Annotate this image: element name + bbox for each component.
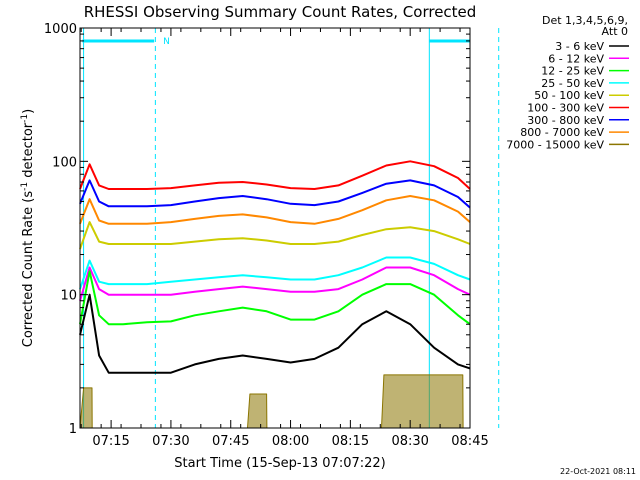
y-axis-label: Corrected Count Rate (s-1 detector-1) bbox=[20, 109, 36, 347]
x-axis-label: Start Time (15-Sep-13 07:07:22) bbox=[174, 456, 385, 471]
legend-label-2: 12 - 25 keV bbox=[541, 65, 604, 78]
x-tick-label-3: 08:00 bbox=[272, 434, 309, 449]
y-tick-label-0: 1 bbox=[69, 422, 77, 437]
y-tick-label-1: 10 bbox=[60, 289, 77, 304]
series-line-8 bbox=[79, 374, 464, 429]
series-line-1 bbox=[79, 266, 471, 302]
y-tick-label-3: 1000 bbox=[44, 22, 77, 37]
x-tick-label-5: 08:30 bbox=[391, 434, 428, 449]
legend-label-3: 25 - 50 keV bbox=[541, 77, 604, 90]
legend-header-1: Att 0 bbox=[602, 25, 628, 38]
legend-label-6: 300 - 800 keV bbox=[527, 114, 604, 127]
legend-label-5: 100 - 300 keV bbox=[527, 102, 604, 115]
series-line-0 bbox=[79, 293, 471, 374]
series-line-7 bbox=[79, 195, 471, 225]
legend-label-1: 6 - 12 keV bbox=[548, 52, 604, 65]
x-tick-label-6: 08:45 bbox=[451, 434, 488, 449]
axes: 1 10 100 1000 07:15 07:30 07:45 08:00 08:15 08:30… bbox=[44, 22, 489, 449]
night-markers: N bbox=[82, 28, 500, 428]
y-tick-label-2: 100 bbox=[52, 155, 77, 170]
legend-label-4: 50 - 100 keV bbox=[534, 89, 604, 102]
x-tick-label-1: 07:30 bbox=[152, 434, 189, 449]
legend-label-0: 3 - 6 keV bbox=[555, 40, 604, 53]
series-line-4 bbox=[79, 221, 471, 250]
series-line-3 bbox=[79, 256, 471, 290]
x-tick-label-4: 08:15 bbox=[332, 434, 369, 449]
plot-frame bbox=[79, 27, 471, 429]
x-tick-label-0: 07:15 bbox=[92, 434, 129, 449]
legend-label-7: 800 - 7000 keV bbox=[520, 126, 604, 139]
x-tick-label-2: 07:45 bbox=[212, 434, 249, 449]
series-line-6 bbox=[79, 179, 471, 209]
legend-label-8: 7000 - 15000 keV bbox=[506, 138, 604, 151]
timestamp: 22-Oct-2021 08:11 bbox=[560, 467, 636, 476]
chart-title: RHESSI Observing Summary Count Rates, Co… bbox=[84, 3, 477, 21]
series-layer bbox=[79, 160, 471, 429]
series-line-5 bbox=[79, 160, 471, 190]
series-line-2 bbox=[79, 270, 471, 326]
legend-header-0: Det 1,3,4,5,6,9, bbox=[542, 14, 628, 27]
night-label: N bbox=[163, 37, 170, 47]
